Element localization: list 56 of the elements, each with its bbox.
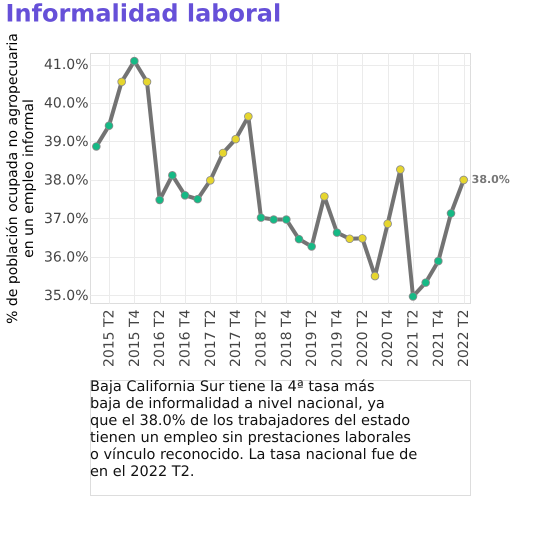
- point: [130, 56, 139, 66]
- point: [104, 121, 114, 130]
- point: [193, 194, 202, 204]
- text: 38.0%: [472, 172, 510, 186]
- y-tick-label: 40.0%: [44, 96, 88, 112]
- point: [370, 272, 380, 280]
- point: [269, 215, 278, 224]
- point: [434, 256, 443, 266]
- y-tick-label: 39.0%: [44, 134, 88, 150]
- point: [332, 228, 342, 237]
- point: [358, 234, 367, 243]
- point: [282, 215, 291, 224]
- point: [231, 134, 240, 144]
- x-tick-label: 2022 T2: [456, 310, 472, 368]
- point: [256, 213, 266, 222]
- point: [320, 192, 329, 201]
- x-tick-label: 2018 T4: [278, 309, 295, 368]
- y-tick-label: 36.0%: [44, 249, 88, 266]
- y-tick-label: 41.0%: [44, 57, 88, 74]
- x-tick-label: 2021 T4: [430, 309, 447, 368]
- x-tick-label: 2016 T4: [178, 309, 194, 368]
- x-tick-label: 2018 T2: [254, 310, 270, 368]
- y-tick-label: 35.0%: [44, 288, 88, 304]
- y-tick-label: 38.0%: [44, 172, 88, 188]
- chart-title: Informalidad laboral: [6, 0, 282, 28]
- x-tick-label: 2020 T2: [354, 310, 371, 368]
- point: [142, 78, 152, 86]
- x-tick-label: 2016 T2: [152, 310, 168, 368]
- x-tick-label: 2019 T4: [330, 309, 346, 368]
- x-tick-label: 2015 T4: [126, 309, 143, 368]
- point: [307, 242, 316, 251]
- point: [345, 234, 354, 244]
- point: [92, 142, 101, 151]
- x-tick-label: 2019 T2: [304, 310, 320, 368]
- point: [218, 148, 228, 158]
- point: [206, 176, 215, 185]
- x-tick-label: 2017 T4: [228, 309, 244, 368]
- point: [396, 165, 405, 174]
- point: [408, 292, 418, 301]
- point: [168, 171, 177, 180]
- point: [459, 176, 468, 184]
- point: [446, 209, 456, 218]
- text: Baja California Sur tiene la 4ª tasa más baja de informalidad a nivel nacional, ya que el 38.0% de los trabajadores del estado tienen un empleo sin prestaciones laborales o vínculo reconocido. La tasa nacional fue de en el 2022 T2.: [90, 379, 418, 480]
- point: [244, 112, 253, 121]
- point: [294, 234, 304, 244]
- y-tick-label: 37.0%: [44, 210, 88, 227]
- point: [421, 278, 430, 287]
- point: [383, 220, 392, 228]
- x-tick-label: 2015 T2: [102, 310, 118, 368]
- point: [180, 191, 190, 200]
- x-tick-label: 2021 T2: [406, 310, 422, 368]
- point: [155, 196, 164, 204]
- point: [117, 78, 126, 86]
- y-axis-title: % de población ocupada no agropecuaria en un empleo informal: [5, 33, 38, 324]
- x-tick-label: 2020 T4: [380, 309, 396, 368]
- x-tick-label: 2017 T2: [202, 310, 219, 368]
